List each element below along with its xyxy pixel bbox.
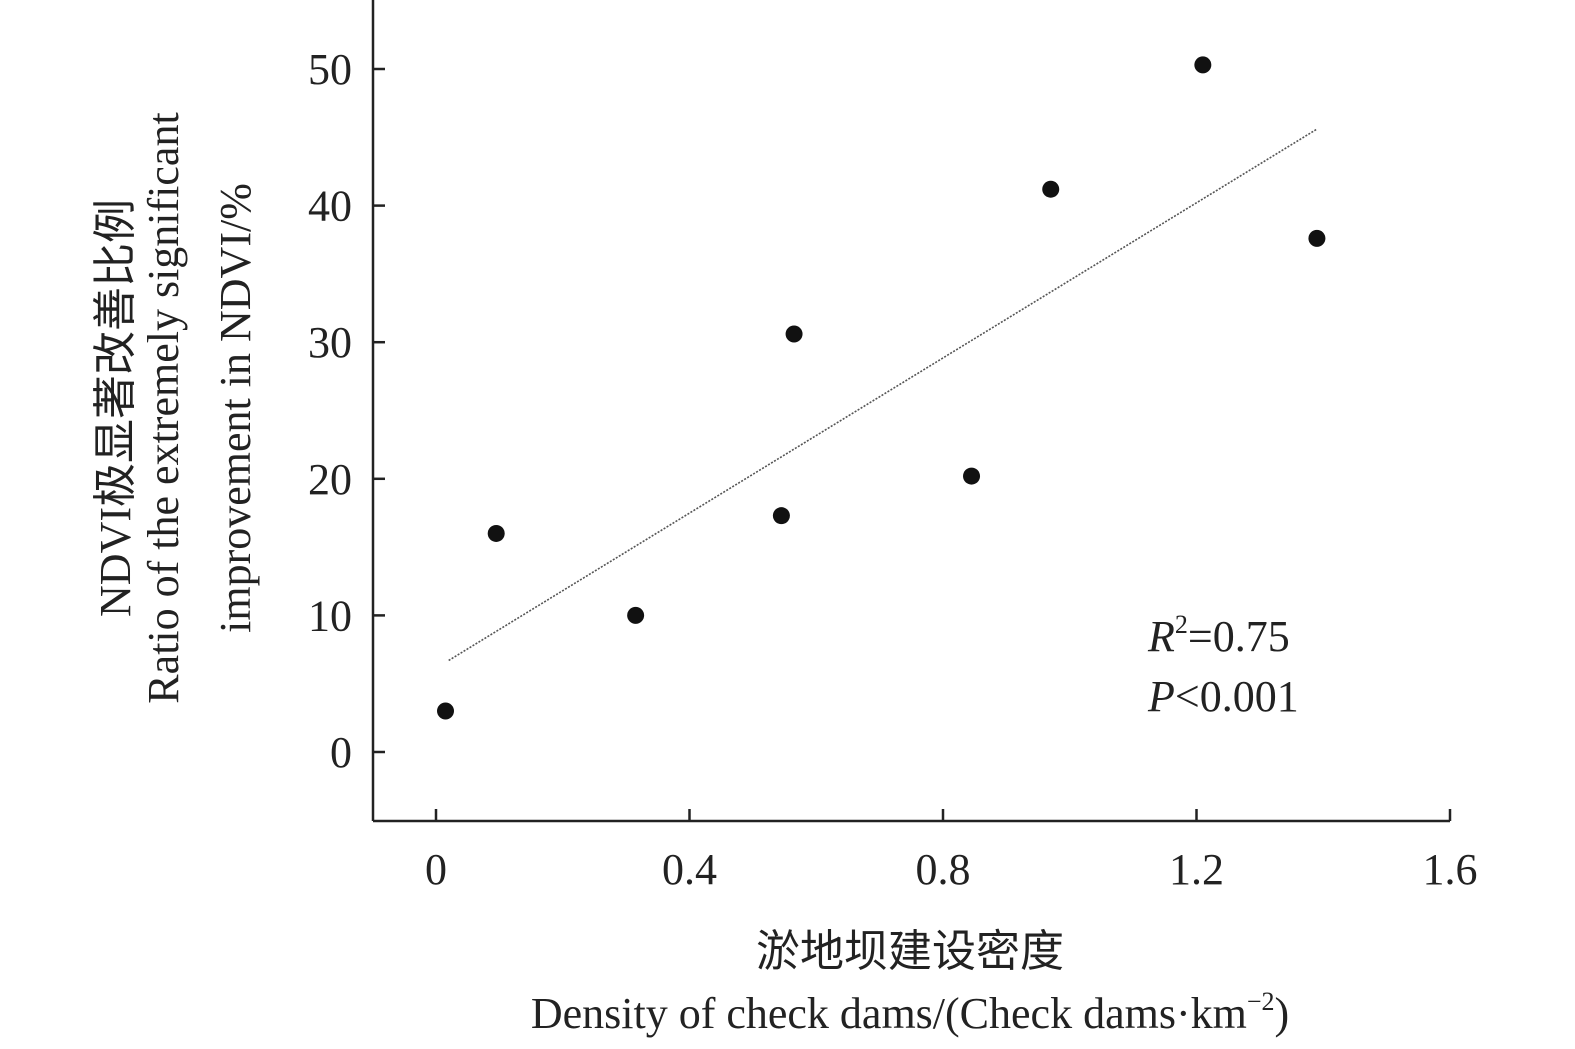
- y-ticks: 0 10 20 30 40 50: [308, 45, 385, 777]
- x-tick-label: 0.8: [916, 845, 971, 894]
- p-value: <0.001: [1175, 672, 1299, 721]
- data-point: [772, 507, 790, 525]
- y-tick-label: 50: [308, 45, 352, 94]
- data-point: [487, 524, 505, 542]
- p-value-annotation: P<0.001: [1147, 672, 1299, 721]
- r-symbol: R: [1147, 612, 1175, 661]
- axes: [371, 0, 1450, 823]
- x-tick-label: 1.2: [1169, 845, 1224, 894]
- data-point: [1042, 180, 1060, 198]
- y-axis-title: NDVI极显著改善比例 Ratio of the extremely signi…: [91, 112, 260, 703]
- data-point: [1194, 56, 1212, 74]
- trendline-layer: [448, 128, 1318, 662]
- data-point: [1308, 229, 1326, 247]
- x-ticks: 0 0.4 0.8 1.2 1.6: [425, 809, 1478, 894]
- data-point: [785, 325, 803, 343]
- x-tick-label: 0.4: [662, 845, 717, 894]
- y-tick-label: 0: [330, 728, 352, 777]
- x-axis-title-en-main: Density of check dams/(Check dams·km: [531, 989, 1247, 1038]
- x-axis-title-en-sup: −2: [1247, 987, 1275, 1016]
- x-tick-label: 0: [425, 845, 447, 894]
- data-point: [963, 467, 981, 485]
- y-tick-label: 10: [308, 591, 352, 640]
- points-layer: [437, 56, 1326, 720]
- x-axis-title-cn: 淤地坝建设密度: [756, 927, 1064, 976]
- p-symbol: P: [1147, 672, 1175, 721]
- x-axis-title-en-end: ): [1275, 989, 1290, 1038]
- r-superscript: 2: [1175, 610, 1188, 639]
- x-axis-title-en: Density of check dams/(Check dams·km−2): [531, 987, 1289, 1038]
- trendline: [448, 128, 1318, 662]
- y-axis-title-cn: NDVI极显著改善比例: [91, 199, 140, 617]
- data-point: [437, 702, 455, 720]
- r-value: =0.75: [1188, 612, 1290, 661]
- y-tick-label: 40: [308, 182, 352, 231]
- y-axis-title-en-line2: improvement in NDVI/%: [211, 183, 260, 633]
- x-tick-label: 1.6: [1423, 845, 1478, 894]
- y-tick-label: 20: [308, 455, 352, 504]
- data-point: [627, 606, 645, 624]
- r-squared-annotation: R2=0.75: [1147, 610, 1290, 661]
- y-tick-label: 30: [308, 318, 352, 367]
- y-axis-title-en-line1: Ratio of the extremely significant: [139, 112, 188, 703]
